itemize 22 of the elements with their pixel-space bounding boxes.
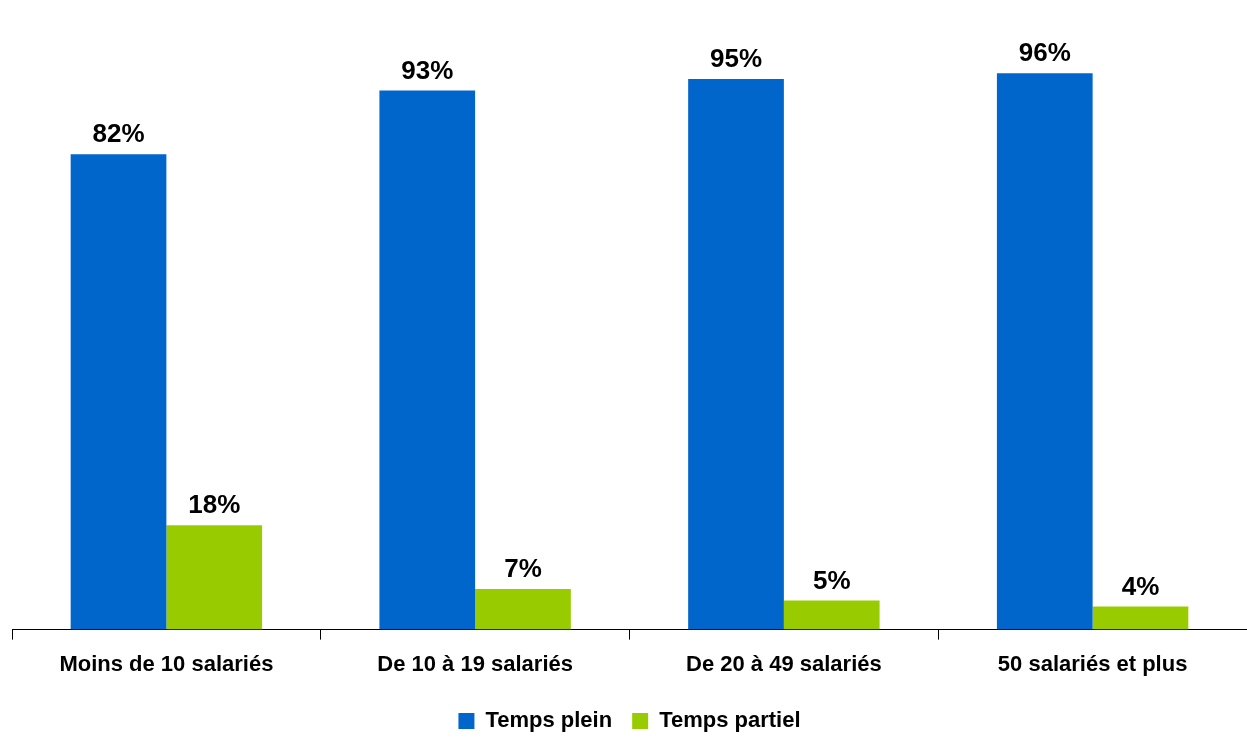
x-tick-label: De 10 à 19 salariés: [377, 650, 573, 676]
data-label: 18%: [188, 489, 241, 520]
data-label: 4%: [1121, 570, 1160, 601]
data-label: 95%: [710, 43, 763, 74]
x-tick-label: 50 salariés et plus: [997, 650, 1188, 676]
x-tick-label: Moins de 10 salariés: [59, 650, 274, 676]
data-label: 7%: [504, 553, 542, 584]
data-label: 82%: [92, 118, 145, 149]
bar: [1092, 606, 1189, 630]
legend-label: Temps partiel: [659, 707, 801, 733]
legend-label: Temps plein: [485, 707, 613, 733]
bar: [379, 90, 476, 630]
bar: [166, 525, 263, 630]
bar: [783, 600, 880, 630]
data-label: 93%: [401, 54, 454, 85]
bar: [688, 78, 784, 630]
bar: [996, 73, 1093, 630]
bar: [70, 154, 167, 630]
data-label: 5%: [812, 564, 851, 595]
data-label: 96%: [1018, 37, 1071, 68]
x-tick-label: De 20 à 49 salariés: [686, 650, 882, 676]
bar: [475, 589, 571, 630]
